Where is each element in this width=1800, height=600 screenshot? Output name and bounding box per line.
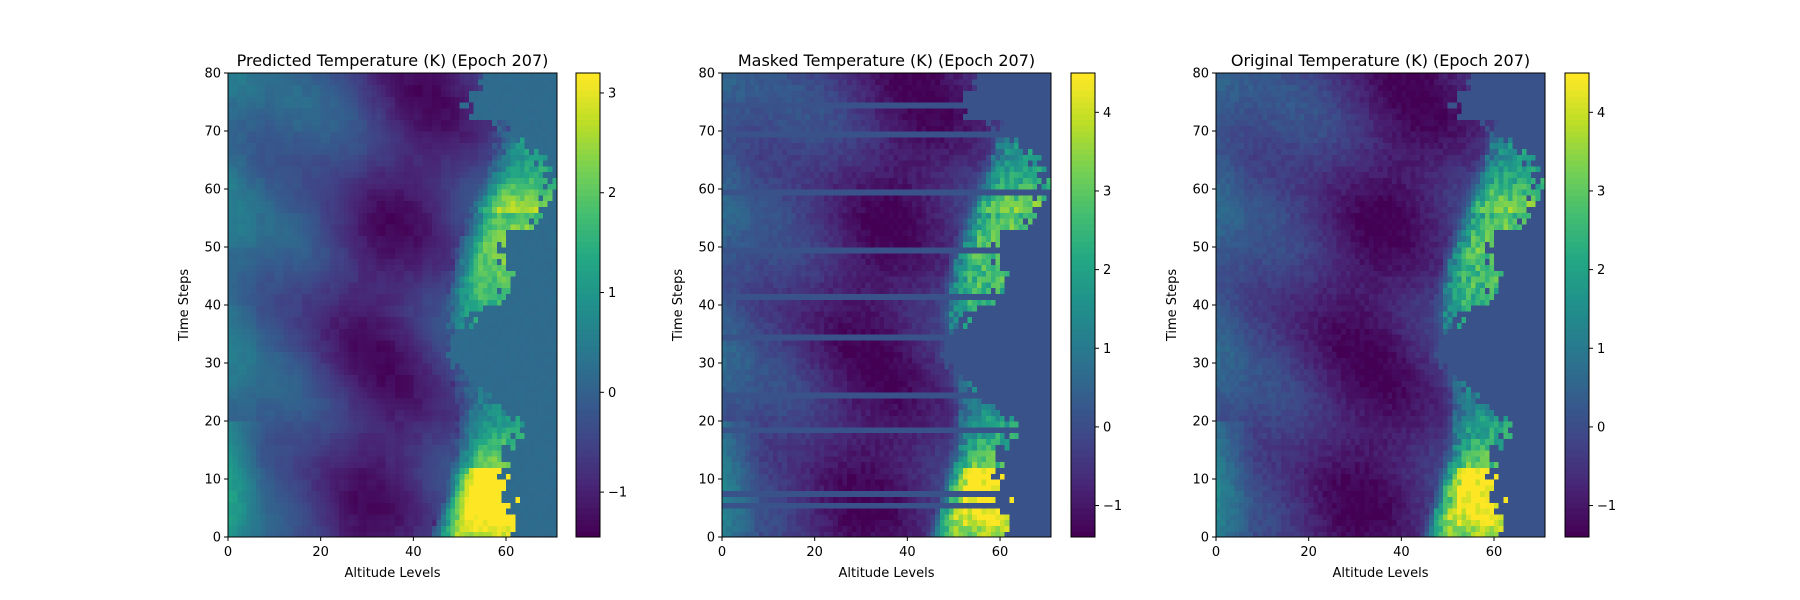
y-tick-label: 50 <box>204 241 221 256</box>
colorbar-tick-label: 1 <box>1597 342 1605 357</box>
colorbar-tick-label: 2 <box>1103 263 1111 278</box>
colorbar: −1 0 1 2 3 <box>575 72 627 538</box>
y-tick-label: 0 <box>707 531 715 546</box>
x-tick-label: 40 <box>899 545 916 560</box>
y-axis-label: Time Steps <box>1165 269 1180 343</box>
x-tick-label: 60 <box>992 545 1009 560</box>
y-tick-label: 10 <box>1192 473 1209 488</box>
y-tick-label: 60 <box>1192 183 1209 198</box>
colorbar-tick-label: 2 <box>1597 263 1605 278</box>
x-tick-label: 40 <box>405 545 422 560</box>
x-tick-label: 20 <box>806 545 823 560</box>
panel-1: Predicted Temperature (K) (Epoch 207)0 20… <box>177 51 627 581</box>
colorbar-frame <box>1564 72 1590 538</box>
colorbar-tick-label: 1 <box>608 286 616 301</box>
y-tick-label: 80 <box>1192 67 1209 82</box>
y-tick-label: 0 <box>1201 531 1209 546</box>
x-tick-label: 20 <box>1300 545 1317 560</box>
colorbar-tick-label: −1 <box>1103 499 1122 514</box>
y-tick-label: 30 <box>204 357 221 372</box>
y-tick-label: 80 <box>698 67 715 82</box>
colorbar-tick-label: −1 <box>1597 499 1616 514</box>
x-tick-label: 20 <box>312 545 329 560</box>
colorbar-tick-label: 1 <box>1103 342 1111 357</box>
y-tick-label: 30 <box>1192 357 1209 372</box>
y-tick-label: 80 <box>204 67 221 82</box>
x-tick-label: 0 <box>224 545 232 560</box>
x-tick-label: 0 <box>718 545 726 560</box>
y-tick-label: 40 <box>698 299 715 314</box>
colorbar-tick-label: 4 <box>1597 106 1605 121</box>
y-tick-label: 20 <box>1192 415 1209 430</box>
chart-title: Masked Temperature (K) (Epoch 207) <box>738 51 1035 70</box>
colorbar-tick-label: 3 <box>1103 184 1111 199</box>
colorbar-tick-label: 3 <box>608 86 616 101</box>
panel-3: Original Temperature (K) (Epoch 207)0 20 4… <box>1165 51 1616 581</box>
x-axis-label: Altitude Levels <box>838 566 934 581</box>
colorbar: −1 0 1 2 3 4 <box>1564 72 1616 538</box>
heatmap-cells <box>228 73 558 538</box>
heatmap-cells <box>1216 73 1546 538</box>
y-tick-label: 50 <box>698 241 715 256</box>
y-axis-label: Time Steps <box>177 269 192 343</box>
y-tick-label: 20 <box>698 415 715 430</box>
y-tick-label: 10 <box>204 473 221 488</box>
y-tick-label: 10 <box>698 473 715 488</box>
y-tick-label: 20 <box>204 415 221 430</box>
colorbar-tick-label: 3 <box>1597 184 1605 199</box>
colorbar-frame <box>1070 72 1096 538</box>
y-tick-label: 50 <box>1192 241 1209 256</box>
colorbar-tick-label: 0 <box>608 386 616 401</box>
y-tick-label: 70 <box>1192 125 1209 140</box>
y-tick-label: 40 <box>204 299 221 314</box>
x-tick-label: 40 <box>1393 545 1410 560</box>
y-tick-label: 30 <box>698 357 715 372</box>
colorbar-tick-label: −1 <box>608 486 627 501</box>
x-tick-label: 60 <box>498 545 515 560</box>
chart-title: Original Temperature (K) (Epoch 207) <box>1231 51 1530 70</box>
y-axis-label: Time Steps <box>671 269 686 343</box>
y-tick-label: 70 <box>698 125 715 140</box>
colorbar-tick-label: 2 <box>608 186 616 201</box>
x-axis-label: Altitude Levels <box>1332 566 1428 581</box>
colorbar-tick-label: 4 <box>1103 106 1111 121</box>
heatmap-cells <box>722 73 1052 538</box>
y-tick-label: 60 <box>204 183 221 198</box>
colorbar-tick-label: 0 <box>1597 420 1605 435</box>
y-tick-label: 70 <box>204 125 221 140</box>
chart-title: Predicted Temperature (K) (Epoch 207) <box>237 51 549 70</box>
colorbar-frame <box>575 72 601 538</box>
x-tick-label: 0 <box>1212 545 1220 560</box>
x-tick-label: 60 <box>1486 545 1503 560</box>
y-tick-label: 40 <box>1192 299 1209 314</box>
colorbar: −1 0 1 2 3 4 <box>1070 72 1122 538</box>
colorbar-tick-label: 0 <box>1103 420 1111 435</box>
y-tick-label: 60 <box>698 183 715 198</box>
panel-2: Masked Temperature (K) (Epoch 207)0 20 40 6… <box>671 51 1122 581</box>
y-tick-label: 0 <box>213 531 221 546</box>
x-axis-label: Altitude Levels <box>344 566 440 581</box>
